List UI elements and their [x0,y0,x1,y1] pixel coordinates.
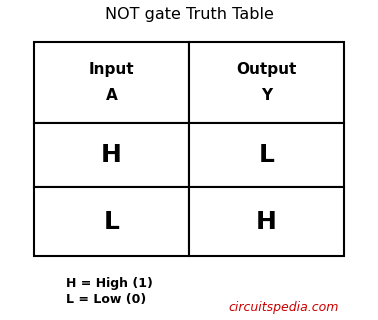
Text: Y: Y [261,88,272,103]
Text: A: A [105,88,118,103]
Text: circuitspedia.com: circuitspedia.com [228,301,339,314]
Bar [34,123,189,187]
Bar [189,123,344,187]
Text: L: L [104,210,119,234]
Text: L = Low (0): L = Low (0) [66,293,146,306]
Bar [34,42,189,123]
Text: Output: Output [236,62,297,77]
Text: H: H [256,210,277,234]
Text: H: H [101,143,122,167]
Text: Input: Input [89,62,134,77]
Text: H = High (1): H = High (1) [66,277,153,290]
Bar [34,187,189,256]
Bar [189,187,344,256]
Text: L: L [259,143,274,167]
Text: NOT gate Truth Table: NOT gate Truth Table [105,7,273,22]
Bar [189,42,344,123]
